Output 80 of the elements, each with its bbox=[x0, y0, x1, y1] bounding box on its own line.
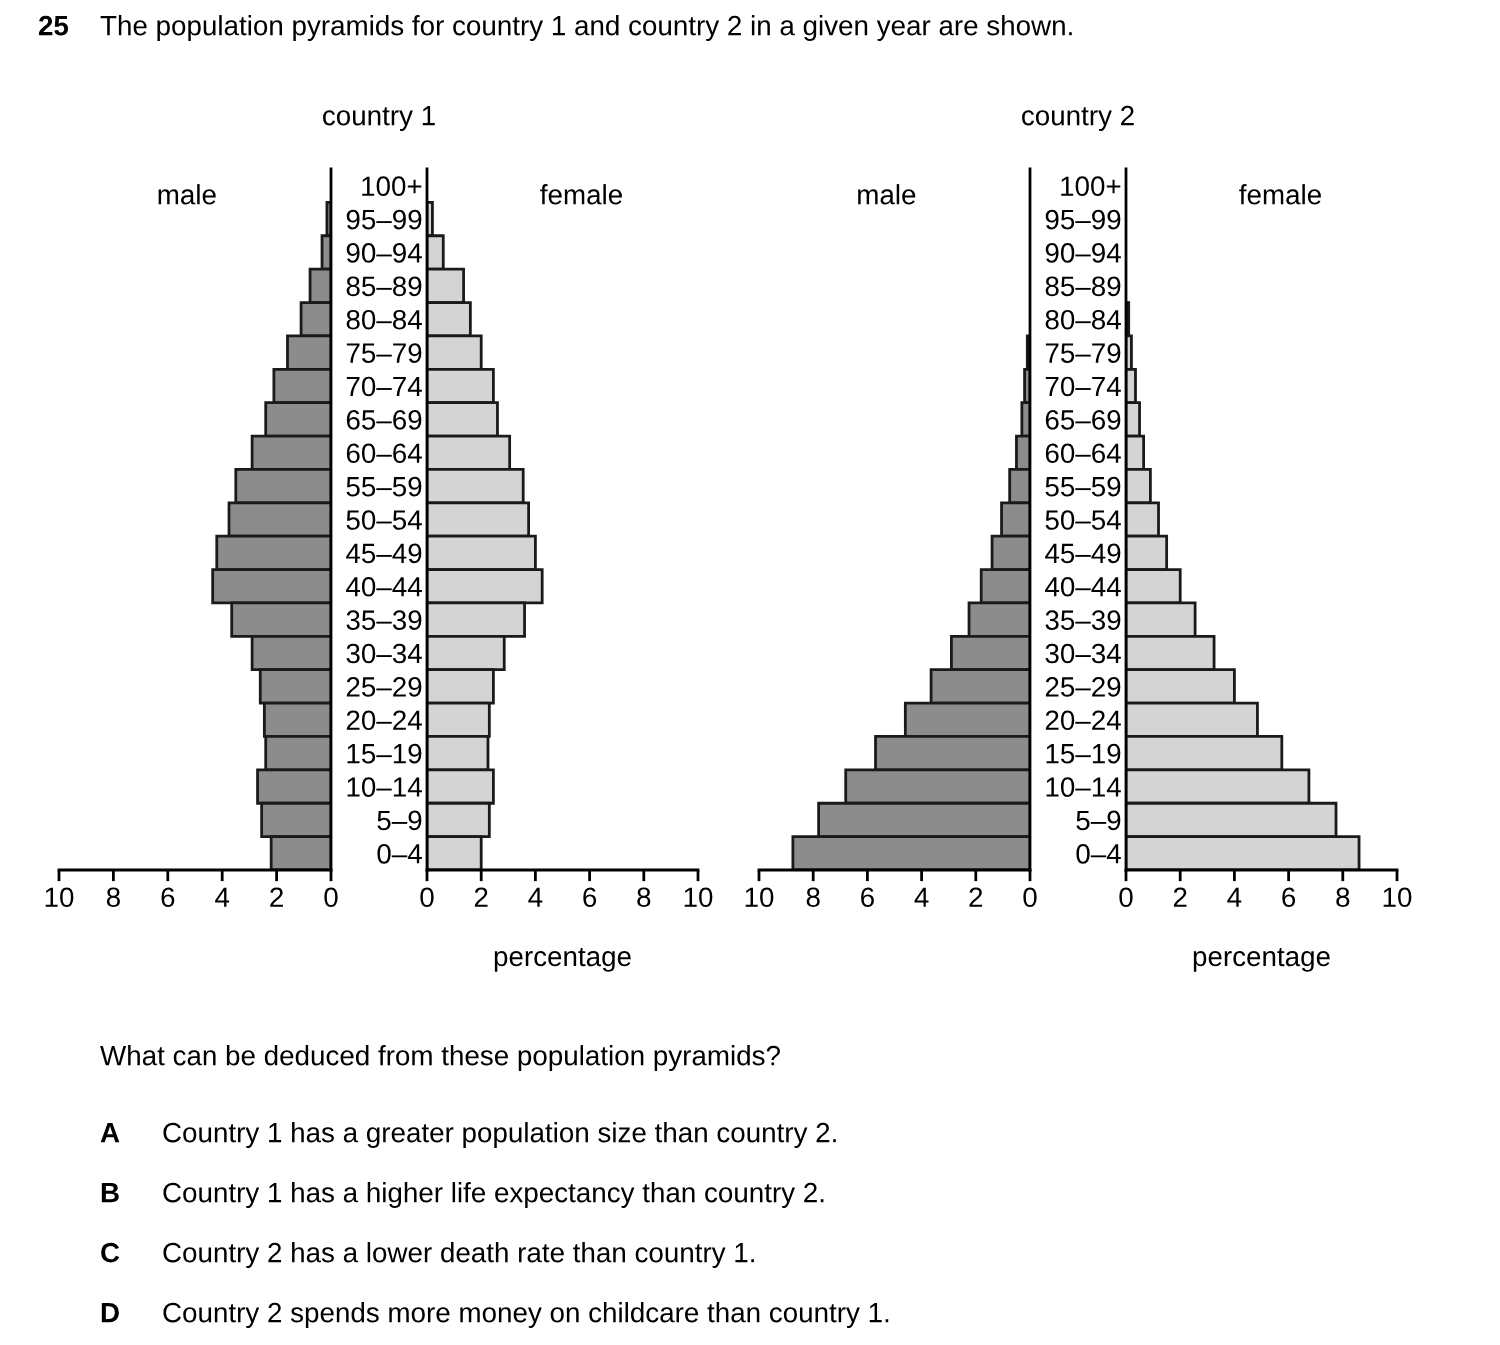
text: D Country 2 spends more money on childcare than country 1. bbox=[101, 1302, 889, 1328]
x-tick-label: 4 bbox=[528, 887, 543, 907]
y-tick-label: 75–79 bbox=[346, 343, 422, 363]
chart-title: country 2 bbox=[1022, 105, 1134, 131]
y-tick-label: 5–9 bbox=[1076, 810, 1121, 831]
y-tick-label: 95–99 bbox=[346, 209, 422, 230]
y-tick-label: 55–59 bbox=[1045, 476, 1121, 497]
y-tick-label: 15–19 bbox=[1046, 743, 1121, 764]
text: A Country 1 has a greater population size than country 2. bbox=[100, 1122, 836, 1148]
x-tick-label: 2 bbox=[270, 887, 283, 907]
x-tick-label: 10 bbox=[745, 887, 774, 908]
x-tick-label: 0 bbox=[420, 887, 434, 908]
y-tick-label: 25–29 bbox=[346, 677, 422, 697]
x-axis-title: percentage bbox=[1193, 948, 1330, 972]
y-tick-label: 75–79 bbox=[1045, 343, 1121, 363]
x-tick-label: 4 bbox=[1227, 887, 1242, 907]
y-tick-label: 50–54 bbox=[1045, 510, 1121, 530]
y-tick-label: 45–49 bbox=[346, 543, 422, 564]
x-tick-label: 6 bbox=[583, 887, 597, 908]
y-tick-label: 35–39 bbox=[1045, 610, 1121, 630]
y-tick-label: 5–9 bbox=[377, 810, 422, 831]
y-tick-label: 65–69 bbox=[1045, 410, 1121, 430]
text: female bbox=[540, 184, 622, 205]
y-tick-label: 80–84 bbox=[1045, 309, 1121, 330]
y-tick-label: 0–4 bbox=[377, 843, 422, 864]
text: B Country 1 has a higher life expectancy than country 2. bbox=[101, 1182, 824, 1208]
y-tick-label: 20–24 bbox=[346, 710, 422, 731]
x-tick-label: 8 bbox=[806, 887, 820, 908]
x-tick-label: 0 bbox=[1023, 887, 1037, 908]
x-tick-label: 2 bbox=[1173, 887, 1187, 907]
text: female bbox=[1239, 184, 1321, 205]
x-tick-label: 8 bbox=[1336, 887, 1350, 908]
y-tick-label: 35–39 bbox=[346, 610, 422, 630]
y-tick-label: 10–14 bbox=[347, 777, 422, 797]
x-tick-label: 10 bbox=[684, 887, 713, 908]
y-tick-label: 55–59 bbox=[346, 476, 422, 497]
x-tick-label: 6 bbox=[161, 887, 175, 908]
y-tick-label: 15–19 bbox=[347, 743, 422, 764]
x-tick-label: 10 bbox=[45, 887, 74, 908]
y-tick-label: 25–29 bbox=[1045, 677, 1121, 697]
y-tick-label: 0–4 bbox=[1076, 843, 1121, 864]
y-tick-label: 95–99 bbox=[1045, 209, 1121, 230]
x-tick-label: 2 bbox=[474, 887, 488, 907]
y-tick-label: 20–24 bbox=[1045, 710, 1121, 731]
text: C Country 2 has a lower death rate than country 1. bbox=[101, 1242, 754, 1268]
y-tick-label: 90–94 bbox=[346, 243, 422, 263]
x-tick-label: 0 bbox=[1119, 887, 1133, 908]
y-tick-label: 80–84 bbox=[346, 309, 422, 330]
y-tick-label: 70–74 bbox=[346, 376, 422, 397]
x-tick-label: 4 bbox=[914, 887, 929, 907]
y-tick-label: 85–89 bbox=[346, 276, 422, 297]
y-tick-label: 100+ bbox=[1061, 176, 1121, 197]
x-tick-label: 8 bbox=[106, 887, 120, 908]
x-tick-label: 0 bbox=[324, 887, 338, 908]
y-tick-label: 40–44 bbox=[1045, 576, 1121, 597]
text: 25 The population pyramids for country 1 and country 2 in a given year are shown. bbox=[38, 15, 1072, 41]
x-tick-label: 10 bbox=[1383, 887, 1412, 908]
y-tick-label: 60–64 bbox=[346, 443, 422, 464]
x-tick-label: 4 bbox=[215, 887, 230, 907]
y-tick-label: 65–69 bbox=[346, 410, 422, 430]
text: male bbox=[858, 184, 916, 205]
y-tick-label: 45–49 bbox=[1045, 543, 1121, 564]
text: What can be deduced from these population pyramids? bbox=[100, 1045, 780, 1071]
y-tick-label: 70–74 bbox=[1045, 376, 1121, 397]
y-tick-label: 30–34 bbox=[346, 643, 422, 664]
y-tick-label: 10–14 bbox=[1046, 777, 1121, 797]
y-tick-label: 50–54 bbox=[346, 510, 422, 530]
x-tick-label: 8 bbox=[637, 887, 651, 908]
y-tick-label: 90–94 bbox=[1045, 243, 1121, 263]
chart-title: country 1 bbox=[323, 106, 435, 131]
x-axis-title: percentage bbox=[494, 948, 631, 972]
y-tick-label: 30–34 bbox=[1045, 643, 1121, 664]
y-tick-label: 40–44 bbox=[346, 576, 422, 597]
x-tick-label: 2 bbox=[969, 887, 983, 907]
y-tick-label: 85–89 bbox=[1045, 276, 1121, 297]
y-tick-label: 60–64 bbox=[1045, 443, 1121, 464]
x-tick-label: 6 bbox=[1282, 887, 1296, 908]
x-tick-label: 6 bbox=[861, 887, 874, 908]
y-tick-label: 100+ bbox=[362, 176, 422, 197]
text: male bbox=[158, 184, 216, 205]
